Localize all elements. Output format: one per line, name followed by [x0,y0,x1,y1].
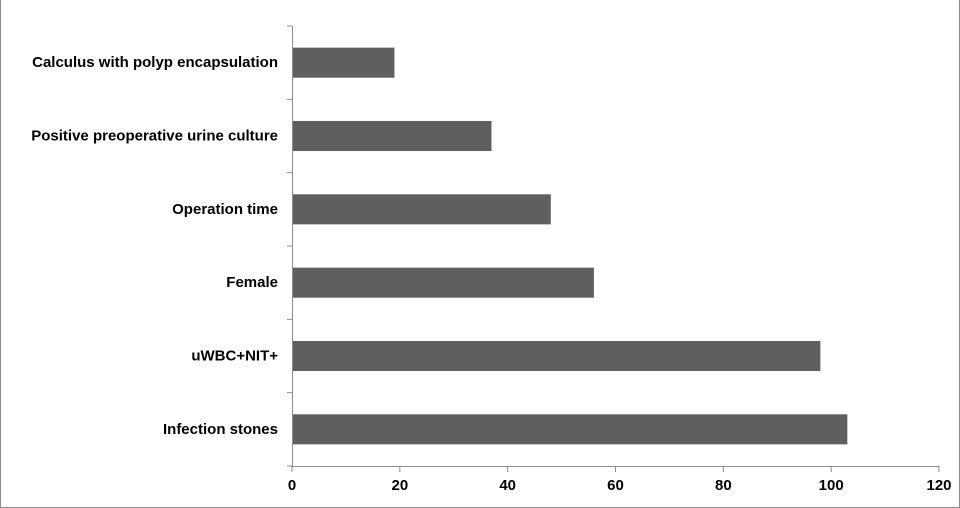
bar [292,340,821,372]
bar [292,414,848,445]
category-label: Calculus with polyp encapsulation [32,54,278,71]
category-label: Infection stones [163,421,278,438]
bar [292,47,395,78]
bar [292,267,594,298]
x-tick-label: 40 [499,477,516,494]
category-labels-group: Calculus with polyp encapsulation Positiv… [31,54,278,438]
axes-group [287,25,940,472]
x-tick-label: 0 [288,477,296,494]
x-tick-label: 20 [391,477,408,494]
x-tick-label: 80 [715,477,732,494]
category-label: Operation time [172,201,278,218]
category-label: Female [226,274,278,291]
x-tick-label: 60 [607,477,624,494]
bar [292,120,492,152]
bars-group [292,47,848,445]
x-tick-label: 100 [819,477,844,494]
tick-labels-group: 0 20 40 60 80 100 120 [288,477,952,494]
category-label: uWBC+NIT+ [191,348,278,365]
bar [292,194,551,225]
category-label: Positive preoperative urine culture [31,128,278,145]
x-tick-label: 120 [926,477,951,494]
